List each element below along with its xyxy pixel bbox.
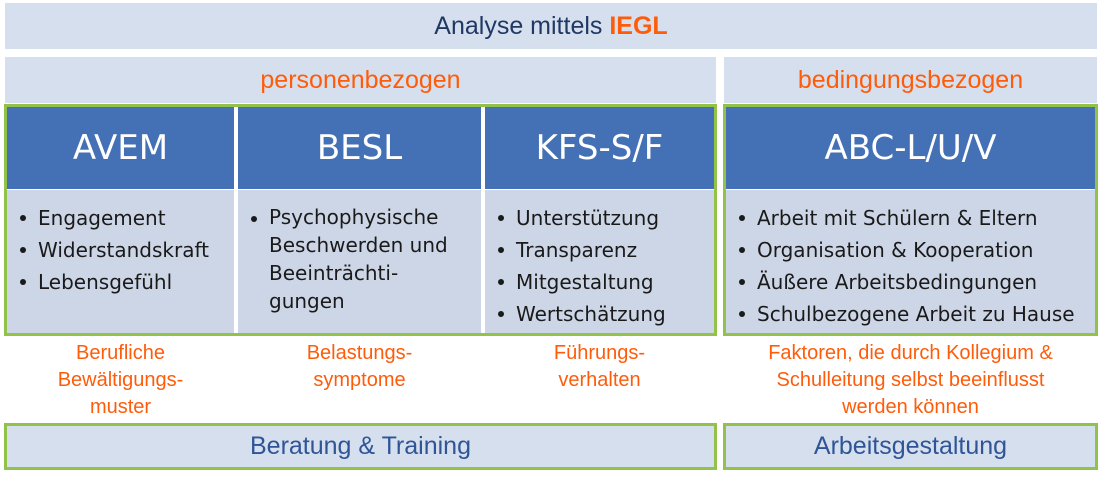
column-avem: AVEM Engagement Widerstandskraft Lebensg… [7,107,234,333]
title-prefix: Analyse mittels [434,11,603,40]
column-title: BESL [238,107,481,189]
list-item: Schulbezogene Arbeit zu Hause [726,298,1095,330]
column-title: ABC-L/U/V [726,107,1095,189]
description-besl: Belastungs- symptome [238,340,481,394]
condition-group-frame [723,104,1098,336]
description-line: Führungs- [553,342,646,364]
header-condition: bedingungsbezogen [724,57,1097,103]
column-abc: ABC-L/U/V Arbeit mit Schülern & Eltern O… [726,107,1095,333]
description-line: Belastungs- [306,342,413,364]
description-line: Schulleitung selbst beeinflusst [776,369,1045,391]
column-body: Arbeit mit Schülern & Eltern Organisatio… [726,190,1095,333]
column-body: Engagement Widerstandskraft Lebensgefühl [7,190,234,333]
list-item: Lebensgefühl [7,266,234,298]
person-group-frame [4,104,717,336]
description-abc: Faktoren, die durch Kollegium & Schullei… [726,340,1095,421]
footer-right: Arbeitsgestaltung [723,423,1098,470]
list-item: Engagement [7,202,234,234]
description-line: muster [89,396,152,418]
footer-left: Beratung & Training [4,423,717,470]
item-list: Arbeit mit Schülern & Eltern Organisatio… [726,202,1095,330]
item-list: Psychophysische Beschwerden und Beeinträch… [238,203,481,315]
item-list: Unterstützung Transparenz Mitgestaltung … [485,202,714,330]
description-line: verhalten [558,369,641,391]
column-body: Unterstützung Transparenz Mitgestaltung … [485,190,714,333]
description-kfs: Führungs- verhalten [485,340,714,394]
column-besl: BESL Psychophysische Beschwerden und Beein… [238,107,481,333]
description-line: symptome [313,369,406,391]
list-item: Widerstandskraft [7,234,234,266]
list-item: Transparenz [485,234,714,266]
description-line: Berufliche [76,342,165,364]
list-item: Organisation & Kooperation [726,234,1095,266]
list-item: Äußere Arbeitsbedingungen [726,266,1095,298]
description-avem: Berufliche Bewältigungs- muster [7,340,234,421]
column-title: AVEM [7,107,234,189]
list-item: Mitgestaltung [485,266,714,298]
title-bar: Analyse mittels IEGL [5,3,1097,49]
description-line: Bewältigungs- [57,369,184,391]
list-item: Psychophysische Beschwerden und Beeinträch… [238,203,481,315]
header-person: personenbezogen [5,57,716,103]
list-item: Arbeit mit Schülern & Eltern [726,202,1095,234]
title-accent: IEGL [609,11,668,40]
column-title: KFS-S/F [485,107,714,189]
item-list: Engagement Widerstandskraft Lebensgefühl [7,202,234,298]
list-item: Unterstützung [485,202,714,234]
column-body: Psychophysische Beschwerden und Beeinträch… [238,190,481,333]
column-kfs: KFS-S/F Unterstützung Transparenz Mitges… [485,107,714,333]
description-line: Faktoren, die durch Kollegium & [768,342,1053,364]
list-item: Wertschätzung [485,298,714,330]
description-line: werden können [842,396,979,418]
